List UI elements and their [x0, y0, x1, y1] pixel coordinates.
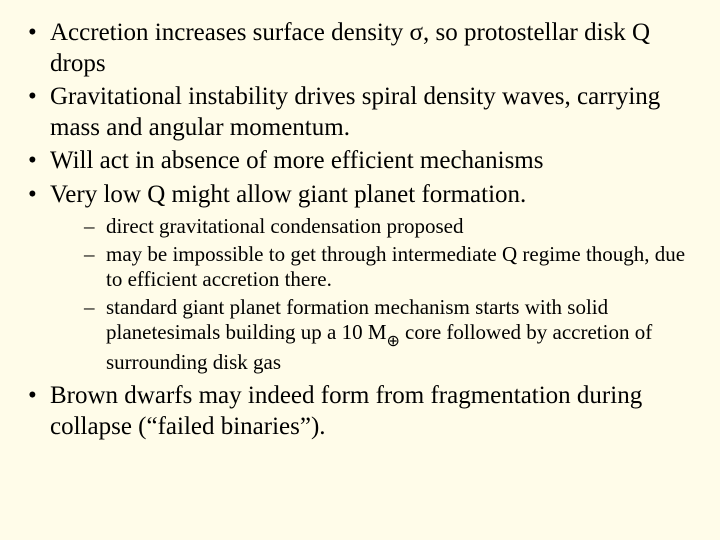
sub-bullet-item: direct gravitational condensation propos…: [50, 214, 700, 240]
bullet-text: Accretion increases surface density σ, s…: [50, 19, 650, 77]
main-bullet-list: Accretion increases surface density σ, s…: [22, 18, 700, 442]
bullet-item: Very low Q might allow giant planet form…: [22, 180, 700, 376]
bullet-text: Very low Q might allow giant planet form…: [50, 181, 526, 208]
sub-bullet-item: standard giant planet formation mechanis…: [50, 295, 700, 376]
bullet-item: Will act in absence of more efficient me…: [22, 146, 700, 177]
bullet-item: Brown dwarfs may indeed form from fragme…: [22, 381, 700, 442]
sub-bullet-text: may be impossible to get through interme…: [106, 242, 685, 292]
bullet-item: Accretion increases surface density σ, s…: [22, 18, 700, 79]
bullet-text: Gravitational instability drives spiral …: [50, 83, 660, 141]
sub-bullet-text: direct gravitational condensation propos…: [106, 214, 463, 238]
sub-bullet-item: may be impossible to get through interme…: [50, 242, 700, 293]
bullet-item: Gravitational instability drives spiral …: [22, 82, 700, 143]
earth-symbol-icon: ⊕: [387, 333, 400, 350]
bullet-text: Brown dwarfs may indeed form from fragme…: [50, 382, 642, 440]
slide-body: Accretion increases surface density σ, s…: [22, 18, 700, 442]
sub-bullet-list: direct gravitational condensation propos…: [50, 214, 700, 375]
bullet-text: Will act in absence of more efficient me…: [50, 147, 543, 174]
